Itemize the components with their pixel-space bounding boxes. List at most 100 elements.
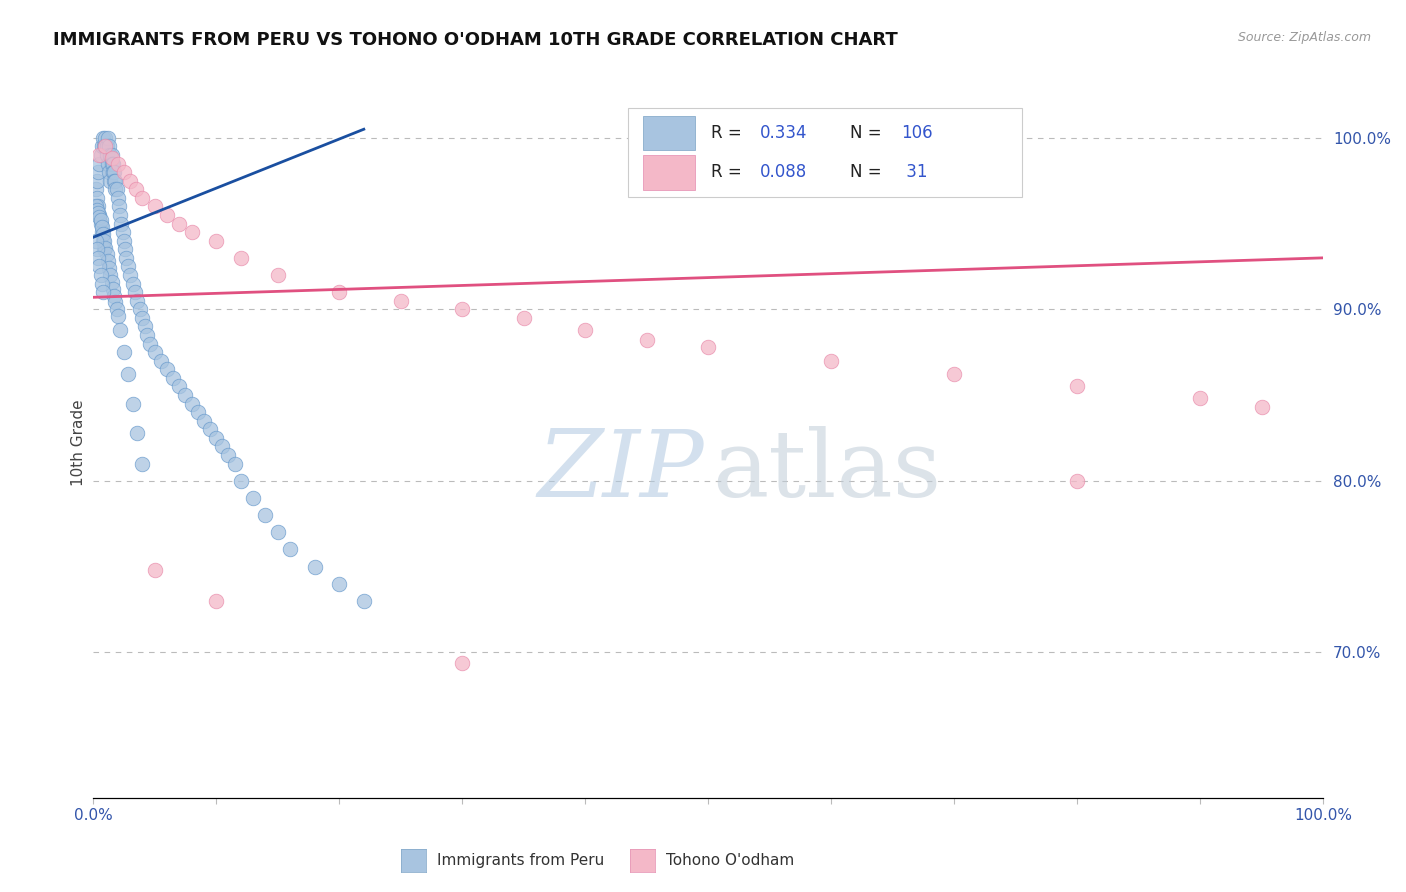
Point [90, 277, 112, 291]
Point [100, 156, 122, 170]
Point [112, 345, 135, 359]
Point [229, 251, 252, 265]
Point [91, 130, 114, 145]
Point [93, 234, 115, 248]
Point [205, 431, 228, 445]
Point [697, 340, 720, 354]
Point [96, 148, 118, 162]
Point [90, 219, 112, 234]
Point [124, 285, 146, 300]
FancyBboxPatch shape [628, 108, 1022, 196]
Text: R =: R = [710, 124, 747, 142]
Point [112, 165, 135, 179]
Point [91, 234, 114, 248]
Point [87, 199, 110, 213]
Point [103, 288, 125, 302]
Point [100, 275, 122, 289]
Point [110, 208, 132, 222]
Point [100, 148, 122, 162]
Point [98, 261, 121, 276]
Point [156, 208, 179, 222]
Point [90, 213, 112, 227]
Point [101, 165, 124, 179]
Point [100, 148, 122, 162]
Text: 106: 106 [901, 124, 934, 142]
Point [93, 242, 115, 256]
Point [86, 242, 108, 256]
Point [107, 309, 129, 323]
Point [1189, 392, 1212, 406]
Point [115, 251, 138, 265]
Point [100, 152, 122, 166]
Point [87, 165, 110, 179]
Point [89, 148, 111, 162]
Point [229, 474, 252, 488]
Point [1250, 400, 1272, 414]
Point [94, 241, 117, 255]
Point [94, 139, 117, 153]
Point [91, 285, 114, 300]
Point [174, 388, 197, 402]
Point [389, 293, 412, 308]
Point [84, 234, 107, 248]
Point [121, 277, 143, 291]
Point [112, 234, 135, 248]
FancyBboxPatch shape [643, 116, 695, 151]
Point [104, 182, 127, 196]
Text: IMMIGRANTS FROM PERU VS TOHONO O'ODHAM 10TH GRADE CORRELATION CHART: IMMIGRANTS FROM PERU VS TOHONO O'ODHAM 1… [53, 31, 898, 49]
Text: ZIP: ZIP [538, 425, 704, 516]
Point [120, 174, 142, 188]
Point [224, 457, 246, 471]
Point [129, 302, 152, 317]
Point [86, 174, 108, 188]
FancyBboxPatch shape [643, 155, 695, 190]
Point [205, 234, 228, 248]
Point [304, 559, 326, 574]
Text: R =: R = [710, 162, 747, 181]
Point [205, 594, 228, 608]
Point [156, 362, 179, 376]
Point [169, 379, 191, 393]
Point [120, 268, 142, 282]
Point [111, 225, 134, 239]
Text: N =: N = [849, 124, 887, 142]
Point [136, 328, 159, 343]
Point [187, 405, 209, 419]
Text: 31: 31 [901, 162, 928, 181]
Text: N =: N = [849, 162, 887, 181]
Point [180, 396, 202, 410]
Point [121, 396, 143, 410]
Point [110, 323, 132, 337]
Point [90, 268, 112, 282]
Point [169, 217, 191, 231]
Point [127, 425, 149, 440]
Point [242, 491, 264, 505]
Point [84, 199, 107, 213]
Point [211, 440, 233, 454]
Point [451, 656, 474, 670]
Point [87, 206, 110, 220]
Point [86, 191, 108, 205]
Point [97, 156, 120, 170]
Text: Source: ZipAtlas.com: Source: ZipAtlas.com [1237, 31, 1371, 45]
Point [127, 293, 149, 308]
Point [820, 353, 842, 368]
Point [100, 174, 122, 188]
Point [105, 302, 128, 317]
Point [105, 182, 128, 196]
Point [574, 323, 596, 337]
Point [107, 191, 129, 205]
Point [107, 156, 129, 170]
Point [267, 525, 290, 540]
Point [131, 457, 153, 471]
Point [636, 333, 658, 347]
Point [90, 139, 112, 153]
Point [91, 227, 114, 241]
Point [143, 345, 166, 359]
Point [90, 217, 112, 231]
Point [86, 202, 108, 217]
Point [114, 242, 136, 256]
Point [101, 282, 124, 296]
Point [180, 225, 202, 239]
Point [117, 260, 139, 274]
